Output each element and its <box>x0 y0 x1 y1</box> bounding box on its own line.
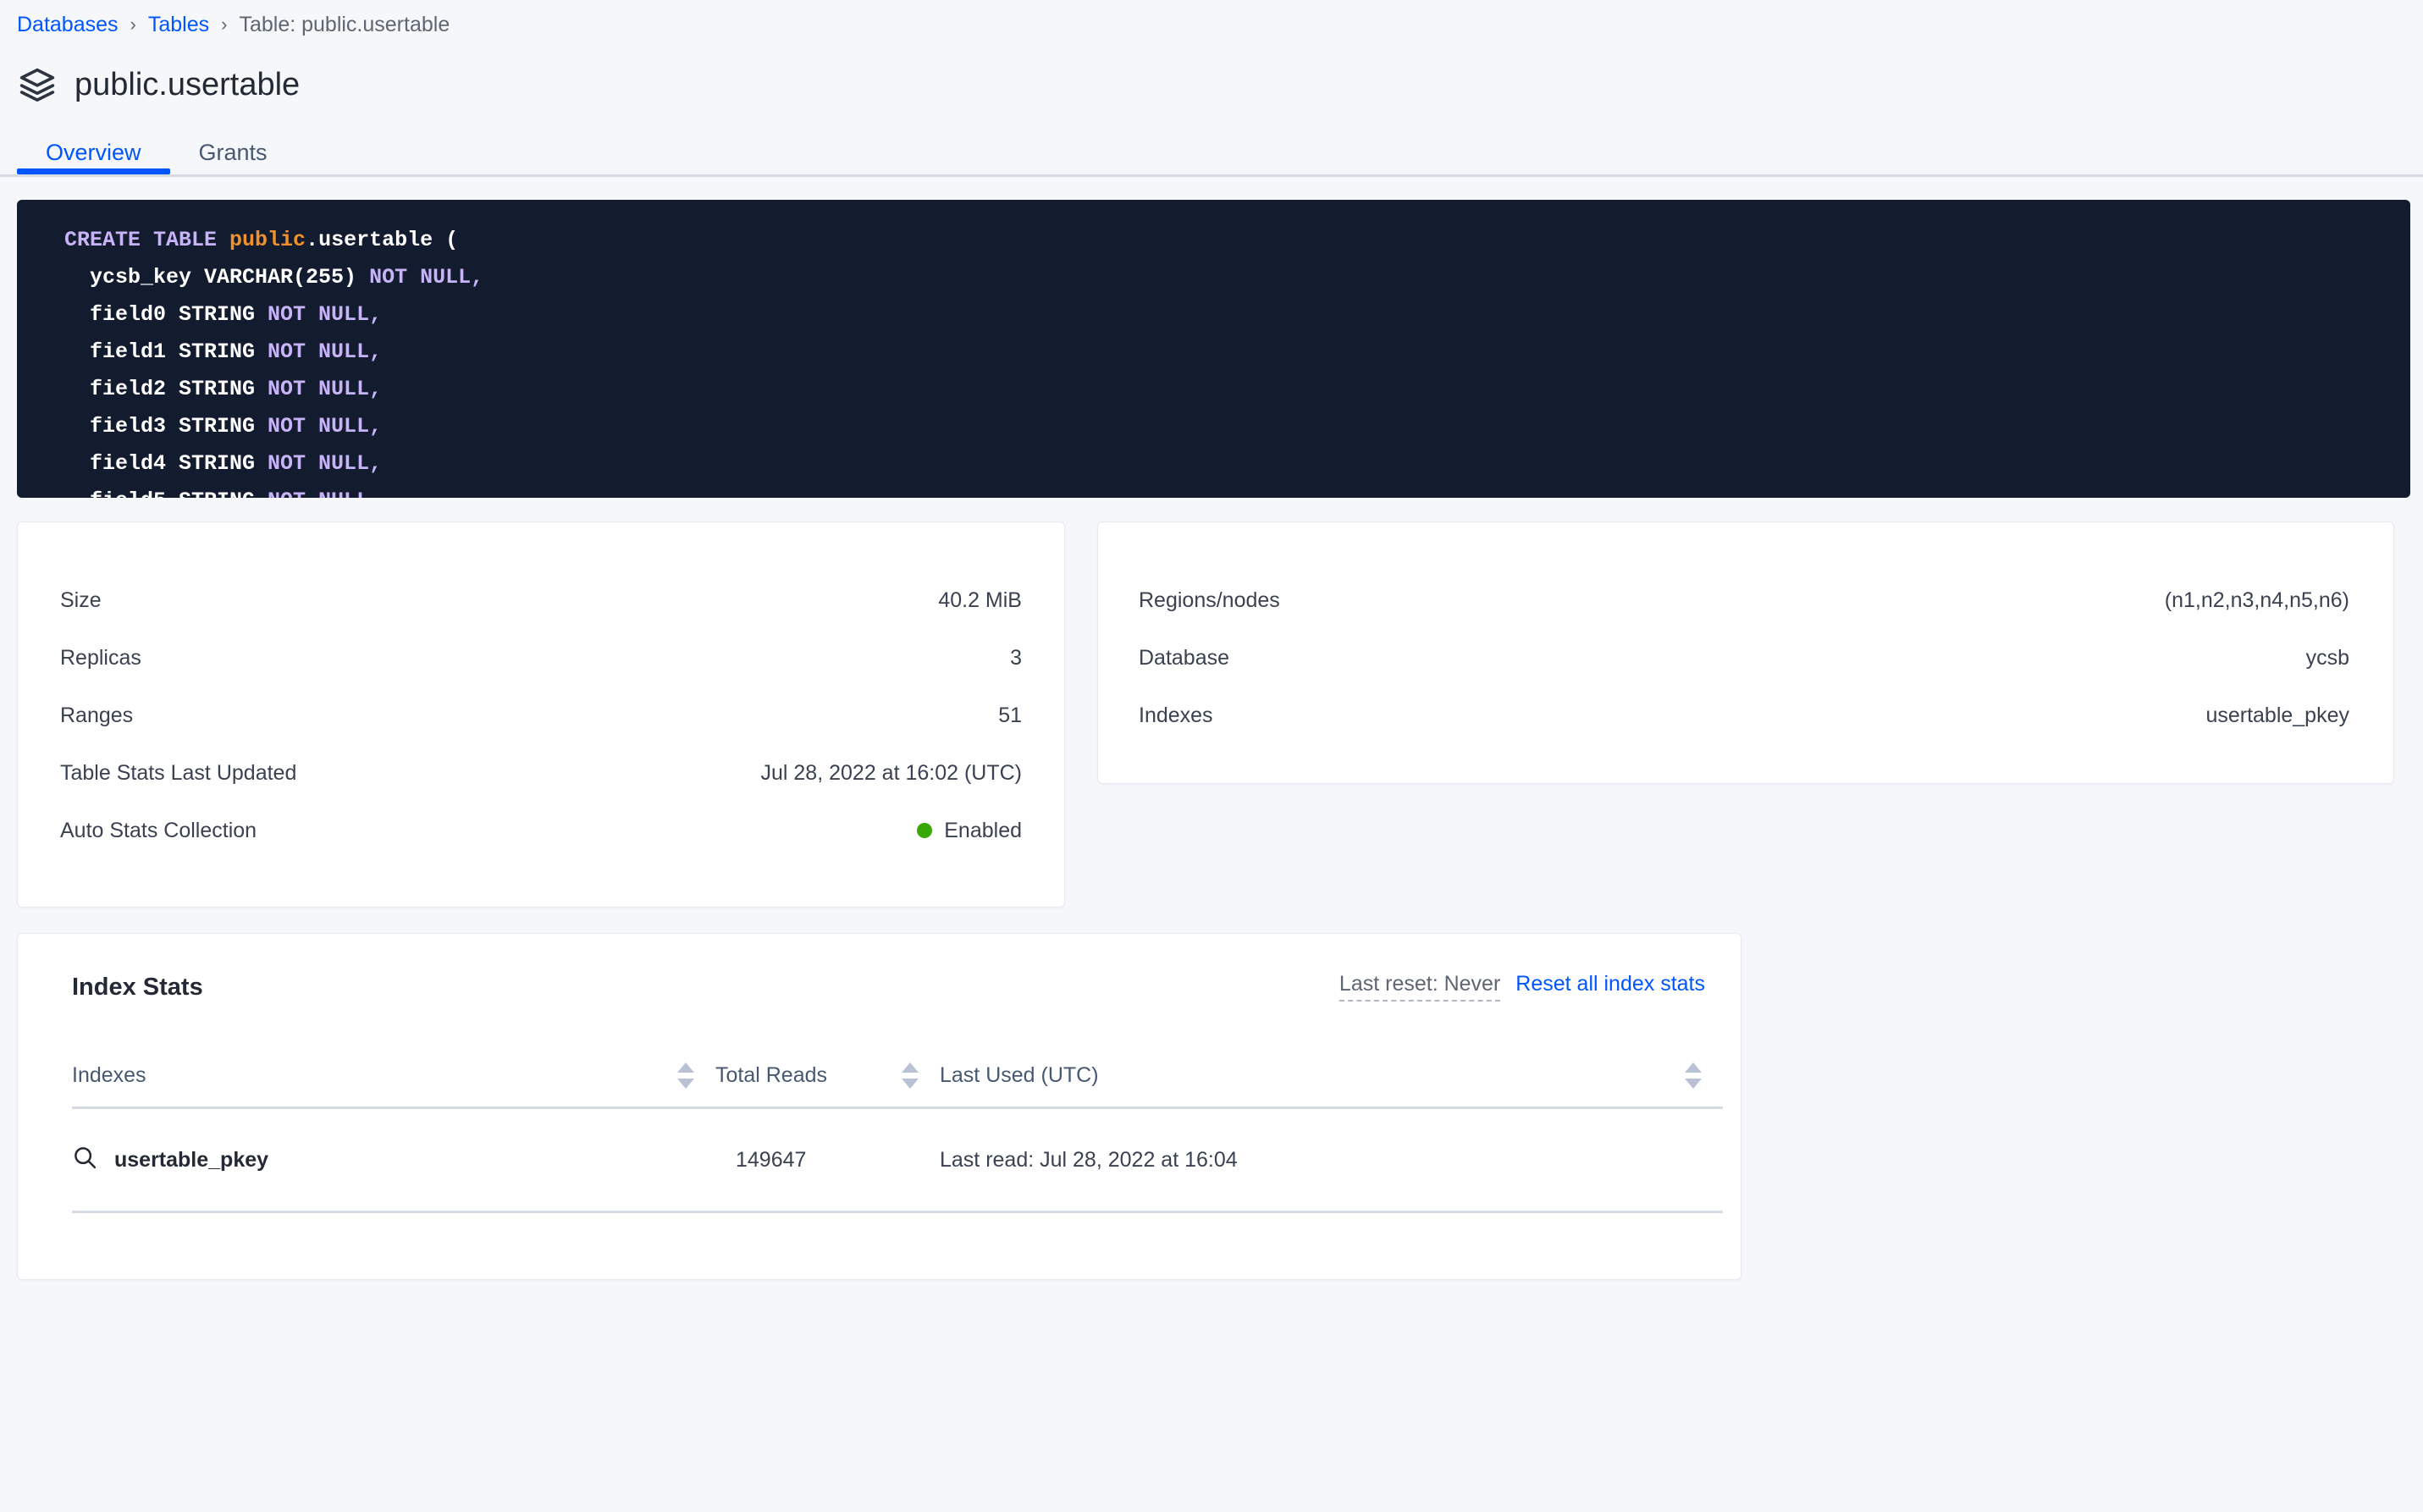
status-dot-icon <box>917 823 933 838</box>
sql-constraint-field2: NOT NULL, <box>268 377 383 401</box>
breadcrumb-item-tables[interactable]: Tables <box>147 13 210 36</box>
stat-label-size: Size <box>60 588 102 612</box>
table-stats-card-right: Regions/nodes (n1,n2,n3,n4,n5,n6) Databa… <box>1097 521 2394 784</box>
stat-value-regions-nodes: (n1,n2,n3,n4,n5,n6) <box>2164 588 2349 612</box>
sql-column-field1: field1 STRING <box>64 339 268 364</box>
reset-all-index-stats-link[interactable]: Reset all index stats <box>1515 972 1705 996</box>
index-name-label: usertable_pkey <box>114 1147 269 1172</box>
stat-row-auto-stats-collection: Auto Stats Collection Enabled <box>60 802 1022 859</box>
stat-row-database: Database ycsb <box>1139 629 2349 687</box>
layers-icon <box>19 66 56 103</box>
stat-value-database: ycsb <box>2305 646 2349 670</box>
stat-label-regions-nodes: Regions/nodes <box>1139 588 1280 612</box>
status-badge: Enabled <box>944 819 1022 842</box>
breadcrumb-item-databases[interactable]: Databases <box>17 13 119 36</box>
stat-value-table-stats-last-updated: Jul 28, 2022 at 16:02 (UTC) <box>760 761 1023 785</box>
create-table-statement-code: CREATE TABLE public.usertable ( ycsb_key… <box>17 222 2410 498</box>
page-title: public.usertable <box>75 67 301 102</box>
breadcrumb-item-current: Table: public.usertable <box>239 13 450 36</box>
caret-down-icon <box>677 1078 694 1089</box>
stat-row-ranges: Ranges 51 <box>60 687 1022 744</box>
stat-row-regions-nodes: Regions/nodes (n1,n2,n3,n4,n5,n6) <box>1139 571 2349 629</box>
caret-up-icon <box>902 1062 919 1073</box>
sql-constraint-field3: NOT NULL, <box>268 414 383 439</box>
sql-table-name: .usertable ( <box>306 228 459 252</box>
stat-label-replicas: Replicas <box>60 646 141 670</box>
tab-overview-label: Overview <box>46 140 141 165</box>
sql-constraint-field5: NOT NULL, <box>268 488 382 498</box>
sql-schema-name: public <box>229 228 306 252</box>
sql-constraint-field1: NOT NULL, <box>268 339 383 364</box>
breadcrumb-separator-icon: › <box>130 14 136 35</box>
column-header-total-reads[interactable]: Total Reads <box>715 1058 940 1092</box>
create-table-statement-panel: CREATE TABLE public.usertable ( ycsb_key… <box>17 200 2410 498</box>
column-header-last-used[interactable]: Last Used (UTC) <box>940 1058 1723 1092</box>
sql-column-field5: field5 STRING <box>64 488 268 498</box>
stat-row-size: Size 40.2 MiB <box>60 571 1022 629</box>
tab-grants-label: Grants <box>198 140 268 165</box>
sql-keyword-create-table: CREATE TABLE <box>64 228 230 252</box>
tab-overview[interactable]: Overview <box>17 130 170 174</box>
stat-value-auto-stats-collection: Enabled <box>917 818 1022 843</box>
caret-up-icon <box>1685 1062 1702 1073</box>
tab-bar-divider <box>0 174 2423 177</box>
sort-toggle-icon-total-reads[interactable] <box>899 1058 921 1092</box>
stat-label-table-stats-last-updated: Table Stats Last Updated <box>60 761 297 785</box>
caret-down-icon <box>1685 1078 1702 1089</box>
stat-value-replicas: 3 <box>1010 646 1022 670</box>
index-stats-header: Index Stats Last reset: Never Reset all … <box>72 971 1707 1002</box>
tab-bar: Overview Grants <box>0 130 2423 186</box>
caret-down-icon <box>902 1078 919 1089</box>
sort-toggle-icon-indexes[interactable] <box>675 1058 697 1092</box>
search-icon <box>72 1145 97 1176</box>
sql-column-field4: field4 STRING <box>64 451 268 476</box>
breadcrumb-separator-icon: › <box>221 14 228 35</box>
stat-row-indexes: Indexes usertable_pkey <box>1139 687 2349 744</box>
page-header: public.usertable <box>0 37 2423 108</box>
table-details-section: Size 40.2 MiB Replicas 3 Ranges 51 Table… <box>0 498 2423 908</box>
sql-column-field3: field3 STRING <box>64 414 268 439</box>
stat-value-ranges: 51 <box>998 704 1022 727</box>
stat-value-size: 40.2 MiB <box>938 588 1022 612</box>
caret-up-icon <box>677 1062 694 1073</box>
index-stats-table-header: Indexes Total Reads <box>72 1044 1723 1109</box>
column-header-last-used-label: Last Used (UTC) <box>940 1063 1099 1087</box>
stat-label-database: Database <box>1139 646 1230 670</box>
table-row[interactable]: usertable_pkey 149647 Last read: Jul 28,… <box>72 1109 1723 1213</box>
sql-column-definitions: ycsb_key VARCHAR(255) NOT NULL, field0 S… <box>64 265 483 498</box>
total-reads-cell: 149647 <box>736 1147 807 1172</box>
column-header-indexes[interactable]: Indexes <box>72 1058 715 1092</box>
last-reset-label: Last reset: Never <box>1338 971 1501 1002</box>
column-header-total-reads-label: Total Reads <box>715 1063 828 1087</box>
stat-value-indexes: usertable_pkey <box>2205 704 2349 727</box>
stat-row-replicas: Replicas 3 <box>60 629 1022 687</box>
stat-label-auto-stats-collection: Auto Stats Collection <box>60 819 257 842</box>
index-name-cell[interactable]: usertable_pkey <box>72 1145 715 1176</box>
stat-label-indexes: Indexes <box>1139 704 1213 727</box>
stat-label-ranges: Ranges <box>60 704 134 727</box>
sort-toggle-icon-last-used[interactable] <box>1682 1058 1704 1092</box>
tab-grants[interactable]: Grants <box>170 130 296 174</box>
table-stats-card-left: Size 40.2 MiB Replicas 3 Ranges 51 Table… <box>17 521 1065 908</box>
column-header-indexes-label: Indexes <box>72 1063 146 1087</box>
index-stats-card: Index Stats Last reset: Never Reset all … <box>17 933 1741 1280</box>
index-stats-title: Index Stats <box>72 974 203 1001</box>
stat-row-table-stats-last-updated: Table Stats Last Updated Jul 28, 2022 at… <box>60 744 1022 802</box>
sql-constraint-ycsb_key: NOT NULL, <box>369 265 484 290</box>
last-used-cell: Last read: Jul 28, 2022 at 16:04 <box>940 1147 1238 1172</box>
sql-column-field2: field2 STRING <box>64 377 268 401</box>
index-stats-table: Indexes Total Reads <box>72 1044 1723 1213</box>
sql-constraint-field0: NOT NULL, <box>268 302 383 327</box>
sql-constraint-field4: NOT NULL, <box>268 451 383 476</box>
sql-column-field0: field0 STRING <box>64 302 268 327</box>
index-stats-actions: Last reset: Never Reset all index stats <box>1338 971 1705 1002</box>
breadcrumb: Databases › Tables › Table: public.usert… <box>0 0 2423 37</box>
sql-column-ycsb_key: ycsb_key VARCHAR(255) <box>64 265 370 290</box>
